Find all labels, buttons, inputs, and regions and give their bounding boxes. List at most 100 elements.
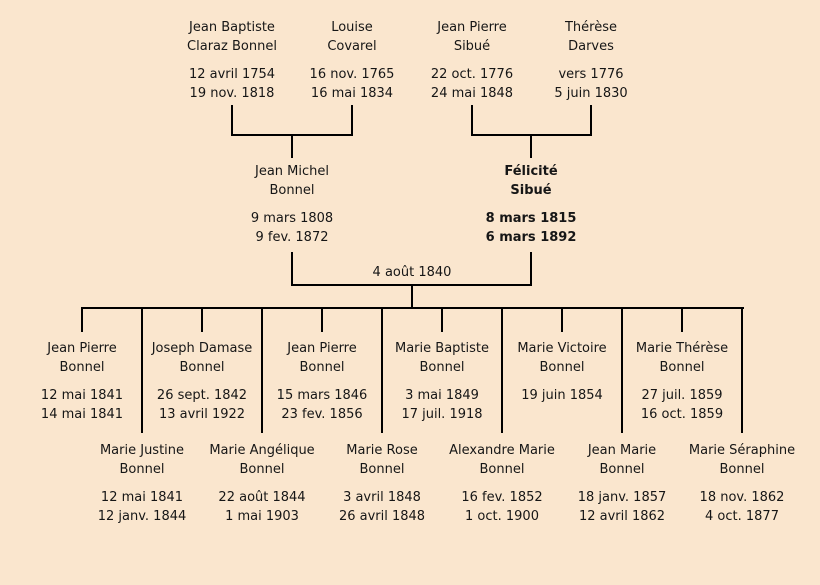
person-dates: 12 mai 1841 14 mai 1841 xyxy=(22,386,142,424)
person-card-marie-rose-bonnel[interactable]: Marie Rose Bonnel 3 avril 1848 26 avril … xyxy=(322,441,442,526)
person-dates: 12 mai 1841 12 janv. 1844 xyxy=(82,488,202,526)
person-name: Marie Angélique Bonnel xyxy=(209,443,315,477)
person-card-jean-pierre-bonnel-1[interactable]: Jean Pierre Bonnel 12 mai 1841 14 mai 18… xyxy=(22,339,142,424)
person-dates: 8 mars 1815 6 mars 1892 xyxy=(461,209,601,247)
person-name: Jean Marie Bonnel xyxy=(587,443,657,477)
death-date: 19 nov. 1818 xyxy=(189,86,275,101)
connector-line xyxy=(501,307,503,433)
person-dates: 18 janv. 1857 12 avril 1862 xyxy=(562,488,682,526)
birth-date: 9 mars 1808 xyxy=(250,211,334,226)
person-name: Marie Justine Bonnel xyxy=(99,443,185,477)
birth-date: 22 août 1844 xyxy=(218,490,306,505)
death-date: 14 mai 1841 xyxy=(40,407,124,422)
birth-date: 26 sept. 1842 xyxy=(156,388,248,403)
person-name: Marie Thérèse Bonnel xyxy=(635,341,729,375)
person-dates: 3 avril 1848 26 avril 1848 xyxy=(322,488,442,526)
death-date: 1 mai 1903 xyxy=(225,509,299,524)
person-name: Alexandre Marie Bonnel xyxy=(449,443,555,477)
person-dates: 12 avril 1754 19 nov. 1818 xyxy=(172,65,292,103)
person-dates: 26 sept. 1842 13 avril 1922 xyxy=(142,386,262,424)
person-card-marie-baptiste-bonnel[interactable]: Marie Baptiste Bonnel 3 mai 1849 17 juil… xyxy=(382,339,502,424)
birth-date: 27 juil. 1859 xyxy=(641,388,723,403)
death-date: 13 avril 1922 xyxy=(158,407,246,422)
death-date: 26 avril 1848 xyxy=(338,509,426,524)
connector-line xyxy=(231,105,233,135)
connector-line xyxy=(291,134,293,158)
person-card-jean-pierre-bonnel-2[interactable]: Jean Pierre Bonnel 15 mars 1846 23 fev. … xyxy=(262,339,382,424)
connector-line xyxy=(351,105,353,135)
person-dates: vers 1776 5 juin 1830 xyxy=(531,65,651,103)
person-card-jean-michel-bonnel[interactable]: Jean Michel Bonnel 9 mars 1808 9 fev. 18… xyxy=(222,162,362,247)
person-name: Jean Pierre Sibué xyxy=(437,20,507,54)
connector-line xyxy=(81,307,83,332)
person-dates: 19 juin 1854 xyxy=(502,386,622,405)
connector-line xyxy=(621,307,623,433)
connector-line xyxy=(441,307,443,332)
connector-line xyxy=(530,134,532,158)
person-card-jean-baptiste-claraz-bonnel[interactable]: Jean Baptiste Claraz Bonnel 12 avril 175… xyxy=(172,18,292,103)
birth-date: 3 mai 1849 xyxy=(405,388,479,403)
person-card-joseph-damase-bonnel[interactable]: Joseph Damase Bonnel 26 sept. 1842 13 av… xyxy=(142,339,262,424)
person-card-jean-marie-bonnel[interactable]: Jean Marie Bonnel 18 janv. 1857 12 avril… xyxy=(562,441,682,526)
person-card-marie-seraphine-bonnel[interactable]: Marie Séraphine Bonnel 18 nov. 1862 4 oc… xyxy=(682,441,802,526)
person-name: Félicité Sibué xyxy=(504,164,558,198)
person-card-alexandre-marie-bonnel[interactable]: Alexandre Marie Bonnel 16 fev. 1852 1 oc… xyxy=(442,441,562,526)
death-date: 5 juin 1830 xyxy=(554,86,628,101)
connector-line xyxy=(321,307,323,332)
birth-date: 8 mars 1815 xyxy=(485,211,577,226)
birth-date: 15 mars 1846 xyxy=(276,388,368,403)
person-name: Jean Pierre Bonnel xyxy=(287,341,357,375)
person-name: Marie Baptiste Bonnel xyxy=(395,341,489,375)
sibling-bar-line xyxy=(81,307,744,309)
birth-date: 19 juin 1854 xyxy=(521,388,603,403)
connector-line xyxy=(201,307,203,332)
person-dates: 16 fev. 1852 1 oct. 1900 xyxy=(442,488,562,526)
birth-date: 12 mai 1841 xyxy=(100,490,184,505)
death-date: 24 mai 1848 xyxy=(430,86,514,101)
birth-date: 3 avril 1848 xyxy=(343,490,421,505)
connector-line xyxy=(590,105,592,135)
person-dates: 3 mai 1849 17 juil. 1918 xyxy=(382,386,502,424)
person-name: Marie Rose Bonnel xyxy=(346,443,418,477)
death-date: 12 avril 1862 xyxy=(578,509,666,524)
person-name: Marie Victoire Bonnel xyxy=(517,341,607,375)
person-dates: 22 oct. 1776 24 mai 1848 xyxy=(412,65,532,103)
death-date: 4 oct. 1877 xyxy=(705,509,779,524)
death-date: 9 fev. 1872 xyxy=(255,230,329,245)
connector-line xyxy=(291,252,293,286)
death-date: 23 fev. 1856 xyxy=(281,407,363,422)
person-dates: 22 août 1844 1 mai 1903 xyxy=(202,488,322,526)
person-card-marie-justine-bonnel[interactable]: Marie Justine Bonnel 12 mai 1841 12 janv… xyxy=(82,441,202,526)
death-date: 17 juil. 1918 xyxy=(401,407,483,422)
person-name: Joseph Damase Bonnel xyxy=(151,341,253,375)
person-name: Louise Covarel xyxy=(327,20,377,54)
person-dates: 15 mars 1846 23 fev. 1856 xyxy=(262,386,382,424)
birth-date: 22 oct. 1776 xyxy=(430,67,514,82)
death-date: 1 oct. 1900 xyxy=(465,509,539,524)
birth-date: 12 mai 1841 xyxy=(40,388,124,403)
person-dates: 27 juil. 1859 16 oct. 1859 xyxy=(622,386,742,424)
person-card-marie-therese-bonnel[interactable]: Marie Thérèse Bonnel 27 juil. 1859 16 oc… xyxy=(622,339,742,424)
person-card-marie-victoire-bonnel[interactable]: Marie Victoire Bonnel 19 juin 1854 xyxy=(502,339,622,405)
death-date: 16 mai 1834 xyxy=(310,86,394,101)
connector-line xyxy=(681,307,683,332)
connector-line xyxy=(141,307,143,433)
person-name: Jean Baptiste Claraz Bonnel xyxy=(187,20,277,54)
person-dates: 16 nov. 1765 16 mai 1834 xyxy=(292,65,412,103)
person-card-louise-covarel[interactable]: Louise Covarel 16 nov. 1765 16 mai 1834 xyxy=(292,18,412,103)
connector-line xyxy=(381,307,383,433)
connector-line xyxy=(741,307,743,433)
person-card-jean-pierre-sibue[interactable]: Jean Pierre Sibué 22 oct. 1776 24 mai 18… xyxy=(412,18,532,103)
birth-date: 18 janv. 1857 xyxy=(577,490,667,505)
person-card-therese-darves[interactable]: Thérèse Darves vers 1776 5 juin 1830 xyxy=(531,18,651,103)
person-name: Thérèse Darves xyxy=(564,20,617,54)
person-dates: 9 mars 1808 9 fev. 1872 xyxy=(222,209,362,247)
person-card-marie-angelique-bonnel[interactable]: Marie Angélique Bonnel 22 août 1844 1 ma… xyxy=(202,441,322,526)
death-date: 16 oct. 1859 xyxy=(640,407,724,422)
person-name: Marie Séraphine Bonnel xyxy=(688,443,796,477)
connector-line xyxy=(261,307,263,433)
death-date: 12 janv. 1844 xyxy=(97,509,187,524)
person-name: Jean Michel Bonnel xyxy=(255,164,329,198)
person-card-felicite-sibue[interactable]: Félicité Sibué 8 mars 1815 6 mars 1892 xyxy=(461,162,601,247)
